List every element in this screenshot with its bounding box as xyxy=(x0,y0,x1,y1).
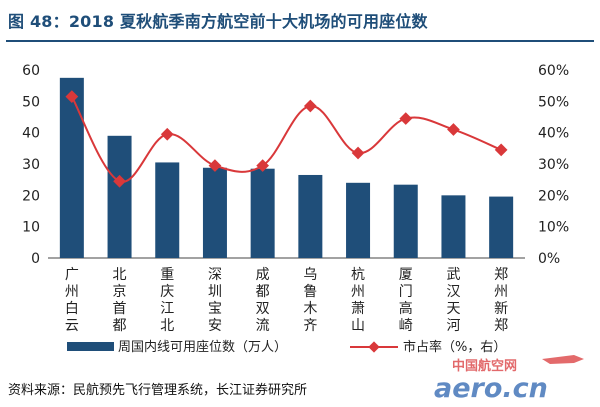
legend: 周国内线可用座位数（万人） 市占率（%，右） xyxy=(67,339,506,355)
legend-line-marker xyxy=(368,341,380,353)
bar xyxy=(250,168,275,258)
watermark-line1: 中国航空网 xyxy=(452,358,517,374)
y-left-tick-label: 50 xyxy=(22,94,40,110)
x-tick-label-char: 山 xyxy=(351,318,365,334)
line-series xyxy=(65,90,508,188)
x-tick-label-char: 河 xyxy=(446,318,460,334)
x-tick-label-char: 首 xyxy=(113,301,127,317)
x-tick-label-char: 高 xyxy=(399,300,413,317)
y-left-tick-label: 30 xyxy=(22,157,40,173)
line-point-marker xyxy=(447,123,460,136)
x-tick-label-char: 门 xyxy=(399,284,413,300)
watermark-logo: 中国航空网 aero.cn xyxy=(434,355,584,403)
bar xyxy=(59,77,84,258)
y-left-tick-label: 60 xyxy=(22,63,40,79)
x-tick-label-char: 京 xyxy=(113,284,127,300)
bar-series xyxy=(59,77,514,258)
x-tick-label-char: 圳 xyxy=(208,284,222,300)
x-tick-label-char: 武 xyxy=(446,267,460,283)
x-tick-label-char: 乌 xyxy=(303,267,317,283)
source-note: 资料来源：民航预先飞行管理系统，长江证券研究所 xyxy=(8,383,308,398)
line-point-marker xyxy=(303,99,317,113)
y-right-tick-label: 50% xyxy=(538,94,569,110)
legend-bar-label: 周国内线可用座位数（万人） xyxy=(118,339,287,355)
x-tick-label-char: 安 xyxy=(208,318,222,334)
x-tick-label-char: 广 xyxy=(65,267,79,283)
share-line xyxy=(70,96,502,183)
x-tick-label-char: 都 xyxy=(113,318,127,334)
x-tick-label-char: 新 xyxy=(494,301,508,317)
x-tick-label-char: 州 xyxy=(351,284,365,300)
bar xyxy=(489,196,514,258)
x-tick-label-char: 江 xyxy=(160,301,174,317)
x-tick-label-char: 崎 xyxy=(399,318,413,334)
y-right-tick-label: 40% xyxy=(538,126,569,142)
line-point-marker xyxy=(494,143,508,157)
x-tick-label-char: 州 xyxy=(494,284,508,300)
title-rule xyxy=(6,40,594,42)
line-point-marker xyxy=(160,127,174,141)
x-tick-label-char: 杭 xyxy=(351,267,365,283)
x-tick-label-char: 天 xyxy=(446,301,460,317)
x-tick-label-char: 齐 xyxy=(303,318,317,334)
line-point-marker xyxy=(256,159,270,172)
x-tick-label-char: 成 xyxy=(256,267,270,283)
x-tick-label-char: 北 xyxy=(160,318,174,334)
right-axis: 0% 10% 20% 30% 40% 50% 60% xyxy=(538,63,569,267)
y-left-tick-label: 10 xyxy=(22,220,40,236)
y-right-tick-label: 0% xyxy=(538,251,560,267)
y-right-tick-label: 30% xyxy=(538,157,569,173)
legend-line-label: 市占率（%，右） xyxy=(403,339,506,355)
x-tick-label-char: 流 xyxy=(256,318,270,334)
bar xyxy=(346,182,371,258)
x-tick-label-char: 白 xyxy=(65,301,79,317)
x-tick-label-char: 都 xyxy=(256,284,270,300)
x-tick-label-char: 深 xyxy=(208,267,222,283)
x-tick-label-char: 汉 xyxy=(446,284,460,300)
watermark-line2: aero.cn xyxy=(434,373,548,403)
bar xyxy=(393,184,418,258)
y-right-tick-label: 20% xyxy=(538,188,569,204)
x-tick-label-char: 鲁 xyxy=(303,284,317,300)
x-tick-label-char: 郑 xyxy=(494,267,508,283)
bar xyxy=(298,174,323,258)
bar xyxy=(155,162,180,258)
y-right-tick-label: 10% xyxy=(538,220,569,236)
bar xyxy=(107,135,132,258)
airplane-icon xyxy=(542,355,584,364)
y-left-tick-label: 20 xyxy=(22,188,40,204)
x-tick-label-char: 北 xyxy=(113,267,127,283)
x-tick-label-char: 重 xyxy=(160,267,174,283)
line-point-marker xyxy=(113,174,126,188)
bar xyxy=(202,167,227,258)
x-tick-label-char: 双 xyxy=(256,301,270,317)
line-point-marker xyxy=(399,112,413,125)
line-point-marker xyxy=(208,159,222,172)
line-point-marker xyxy=(351,146,365,160)
bar xyxy=(441,195,466,258)
x-tick-label-char: 云 xyxy=(65,318,79,334)
x-tick-label-char: 厦 xyxy=(399,267,413,283)
y-right-tick-label: 60% xyxy=(538,63,569,79)
x-tick-label-char: 州 xyxy=(65,284,79,300)
x-tick-label-char: 郑 xyxy=(494,318,508,334)
y-left-tick-label: 0 xyxy=(31,251,40,267)
x-tick-label-char: 萧 xyxy=(351,301,365,317)
figure-title: 图 48：2018 夏秋航季南方航空前十大机场的可用座位数 xyxy=(8,12,428,31)
y-left-tick-label: 40 xyxy=(22,126,40,142)
x-tick-label-char: 庆 xyxy=(160,284,174,300)
x-tick-label-char: 木 xyxy=(303,301,317,317)
x-tick-label-char: 宝 xyxy=(208,301,222,317)
legend-bar-swatch xyxy=(67,342,114,351)
